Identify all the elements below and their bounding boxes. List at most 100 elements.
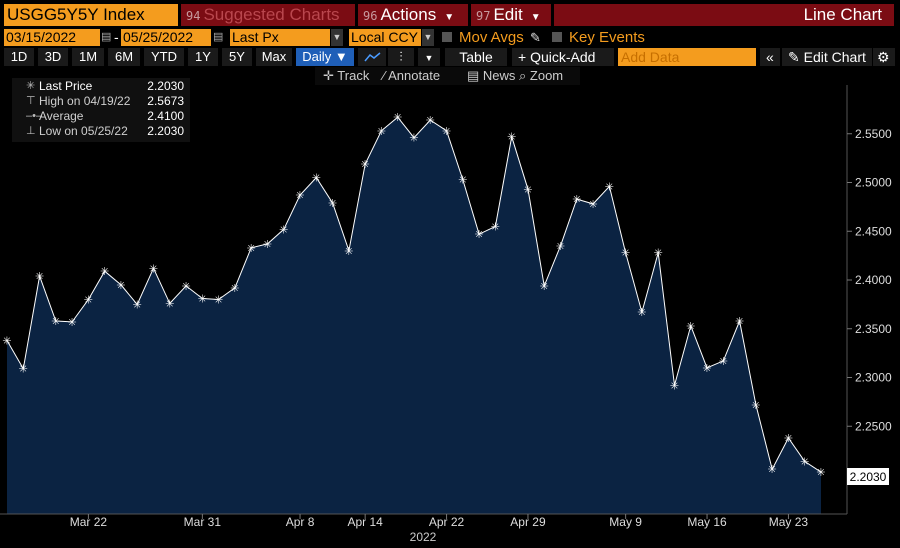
high-marker-icon: ⊤ xyxy=(26,95,36,107)
line-style-icon[interactable] xyxy=(358,48,386,66)
start-date-input[interactable]: 03/15/2022 xyxy=(4,29,100,46)
x-tick-label-7: May 16 xyxy=(687,515,727,529)
y-tick-label-4: 2.4500 xyxy=(855,224,892,238)
candle-style-icon[interactable]: ⫶ xyxy=(388,48,414,66)
last-value-tag: 2.2030 xyxy=(847,468,889,485)
mov-avgs-checkbox[interactable] xyxy=(442,32,452,42)
annotate-tool[interactable]: ⁄ Annotate xyxy=(383,68,441,83)
legend-row-last-price: ✳ Last Price 2.2030 xyxy=(26,79,184,93)
period-ytd[interactable]: YTD xyxy=(144,48,184,66)
y-axis: 2.2500 2.3000 2.3500 2.4000 2.4500 2.5000 2.55… xyxy=(847,127,892,433)
data-point-46: ✳ xyxy=(751,399,760,412)
style-dropdown[interactable]: ▼ xyxy=(418,48,440,66)
zoom-tool[interactable]: ⌕ Zoom xyxy=(519,68,564,83)
period-toolbar: 1D 3D 1M 6M YTD 1Y 5Y Max Daily ▼ ⫶ ▼ Ta… xyxy=(0,47,900,82)
news-icon: ▤ xyxy=(467,68,480,83)
data-point-31: ✳ xyxy=(507,131,516,144)
x-tick-label-5: Apr 29 xyxy=(510,515,546,529)
edit-menu[interactable]: 97 Edit ▼ xyxy=(471,4,551,26)
x-tick-label-4: Apr 22 xyxy=(429,515,465,529)
data-point-29: ✳ xyxy=(475,228,484,241)
data-point-4: ✳ xyxy=(68,316,77,329)
pencil-icon[interactable]: ✎ xyxy=(530,30,541,45)
period-5y[interactable]: 5Y xyxy=(222,48,252,66)
caret-down-icon: ▼ xyxy=(424,53,434,63)
key-events-checkbox[interactable] xyxy=(552,32,562,42)
data-point-32: ✳ xyxy=(523,183,532,196)
data-point-37: ✳ xyxy=(605,180,614,193)
data-point-42: ✳ xyxy=(686,320,695,333)
table-button[interactable]: Table xyxy=(445,48,507,66)
edit-chart-button[interactable]: ✎ Edit Chart xyxy=(782,48,872,66)
suggested-charts-button[interactable]: 94 Suggested Charts xyxy=(181,4,355,26)
data-point-22: ✳ xyxy=(361,158,370,171)
data-point-17: ✳ xyxy=(279,223,288,236)
data-point-47: ✳ xyxy=(768,463,777,476)
period-1m[interactable]: 1M xyxy=(72,48,104,66)
price-area xyxy=(7,117,821,514)
data-point-48: ✳ xyxy=(784,432,793,445)
track-tool[interactable]: ✛ Track xyxy=(323,68,370,83)
data-point-33: ✳ xyxy=(540,280,549,293)
currency-select[interactable]: Local CCY xyxy=(349,29,421,46)
collapse-icon[interactable]: « xyxy=(760,48,780,66)
legend-marker-icon: ✳ xyxy=(26,80,36,92)
data-point-5: ✳ xyxy=(84,294,93,307)
key-events-label: Key Events xyxy=(569,29,645,46)
x-axis: Mar 22 Mar 31 Apr 8 Apr 14 Apr 22 Apr 29 May 9… xyxy=(70,514,808,529)
frequency-select[interactable]: Daily ▼ xyxy=(296,48,354,66)
legend-row-low: ⊥ Low on 05/25/22 2.2030 xyxy=(26,124,184,138)
period-3d[interactable]: 3D xyxy=(38,48,68,66)
end-date-input[interactable]: 05/25/2022 xyxy=(121,29,211,46)
caret-down-icon: ▼ xyxy=(444,12,455,23)
period-6m[interactable]: 6M xyxy=(108,48,140,66)
data-point-10: ✳ xyxy=(165,297,174,310)
calendar-icon[interactable]: ▤ xyxy=(213,31,224,43)
add-data-input[interactable]: Add Data xyxy=(618,48,756,66)
period-max[interactable]: Max xyxy=(256,48,292,66)
last-value-label: 2.2030 xyxy=(850,470,887,484)
data-point-15: ✳ xyxy=(247,242,256,255)
data-point-2: ✳ xyxy=(35,270,44,283)
data-point-44: ✳ xyxy=(719,355,728,368)
gear-icon[interactable]: ⚙ xyxy=(873,48,895,66)
x-tick-label-0: Mar 22 xyxy=(70,515,108,529)
dropdown-icon[interactable]: ▼ xyxy=(331,29,343,46)
annotate-icon: ⁄ xyxy=(383,68,386,83)
y-tick-label-6: 2.5500 xyxy=(855,127,892,141)
data-markers: ✳ ✳ ✳ ✳ ✳ ✳ ✳ ✳ ✳ ✳ ✳ ✳ ✳ ✳ ✳ ✳ ✳ ✳ ✳ ✳ ✳ ✳ ✳ ✳ ✳ ✳ ✳ ✳ ✳ ✳ ✳ ✳ ✳ ✳ ✳ ✳ ✳ ✳ ✳ ✳… xyxy=(2,111,825,479)
x-tick-label-2: Apr 8 xyxy=(286,515,315,529)
y-tick-label-3: 2.4000 xyxy=(855,273,892,287)
calendar-icon[interactable]: ▤ xyxy=(101,31,112,43)
data-point-6: ✳ xyxy=(100,265,109,278)
legend-row-average: –•– Average 2.4100 xyxy=(26,109,184,123)
mov-avgs-label: Mov Avgs xyxy=(459,29,524,46)
data-point-1: ✳ xyxy=(19,363,28,376)
caret-down-icon: ▼ xyxy=(334,49,348,64)
data-point-26: ✳ xyxy=(426,114,435,127)
caret-down-icon: ▼ xyxy=(530,12,541,23)
plus-icon: + xyxy=(518,49,527,65)
dropdown-icon[interactable]: ▼ xyxy=(422,29,434,46)
data-point-28: ✳ xyxy=(458,174,467,187)
zoom-icon: ⌕ xyxy=(519,68,527,83)
period-1y[interactable]: 1Y xyxy=(188,48,218,66)
y-tick-label-1: 2.3000 xyxy=(855,371,892,385)
period-1d[interactable]: 1D xyxy=(4,48,34,66)
data-point-36: ✳ xyxy=(588,198,597,211)
actions-menu[interactable]: 96 Actions ▼ xyxy=(358,4,468,26)
ticker-field[interactable]: USGG5Y5Y Index xyxy=(4,4,178,26)
date-separator: - xyxy=(114,29,119,45)
chart-legend: ✳ Last Price 2.2030 ⊤ High on 04/19/22 2… xyxy=(12,78,190,142)
data-point-21: ✳ xyxy=(344,245,353,258)
chart-type-label: Line Chart xyxy=(554,4,894,26)
y-tick-label-2: 2.3500 xyxy=(855,322,892,336)
news-tool[interactable]: ▤ News xyxy=(467,68,516,83)
data-point-40: ✳ xyxy=(654,247,663,260)
y-tick-label-0: 2.2500 xyxy=(855,419,892,433)
data-point-9: ✳ xyxy=(149,262,158,275)
price-field-select[interactable]: Last Px xyxy=(230,29,330,46)
data-point-43: ✳ xyxy=(702,362,711,375)
title-bar: USGG5Y5Y Index 94 Suggested Charts 96 Acti… xyxy=(0,0,900,30)
